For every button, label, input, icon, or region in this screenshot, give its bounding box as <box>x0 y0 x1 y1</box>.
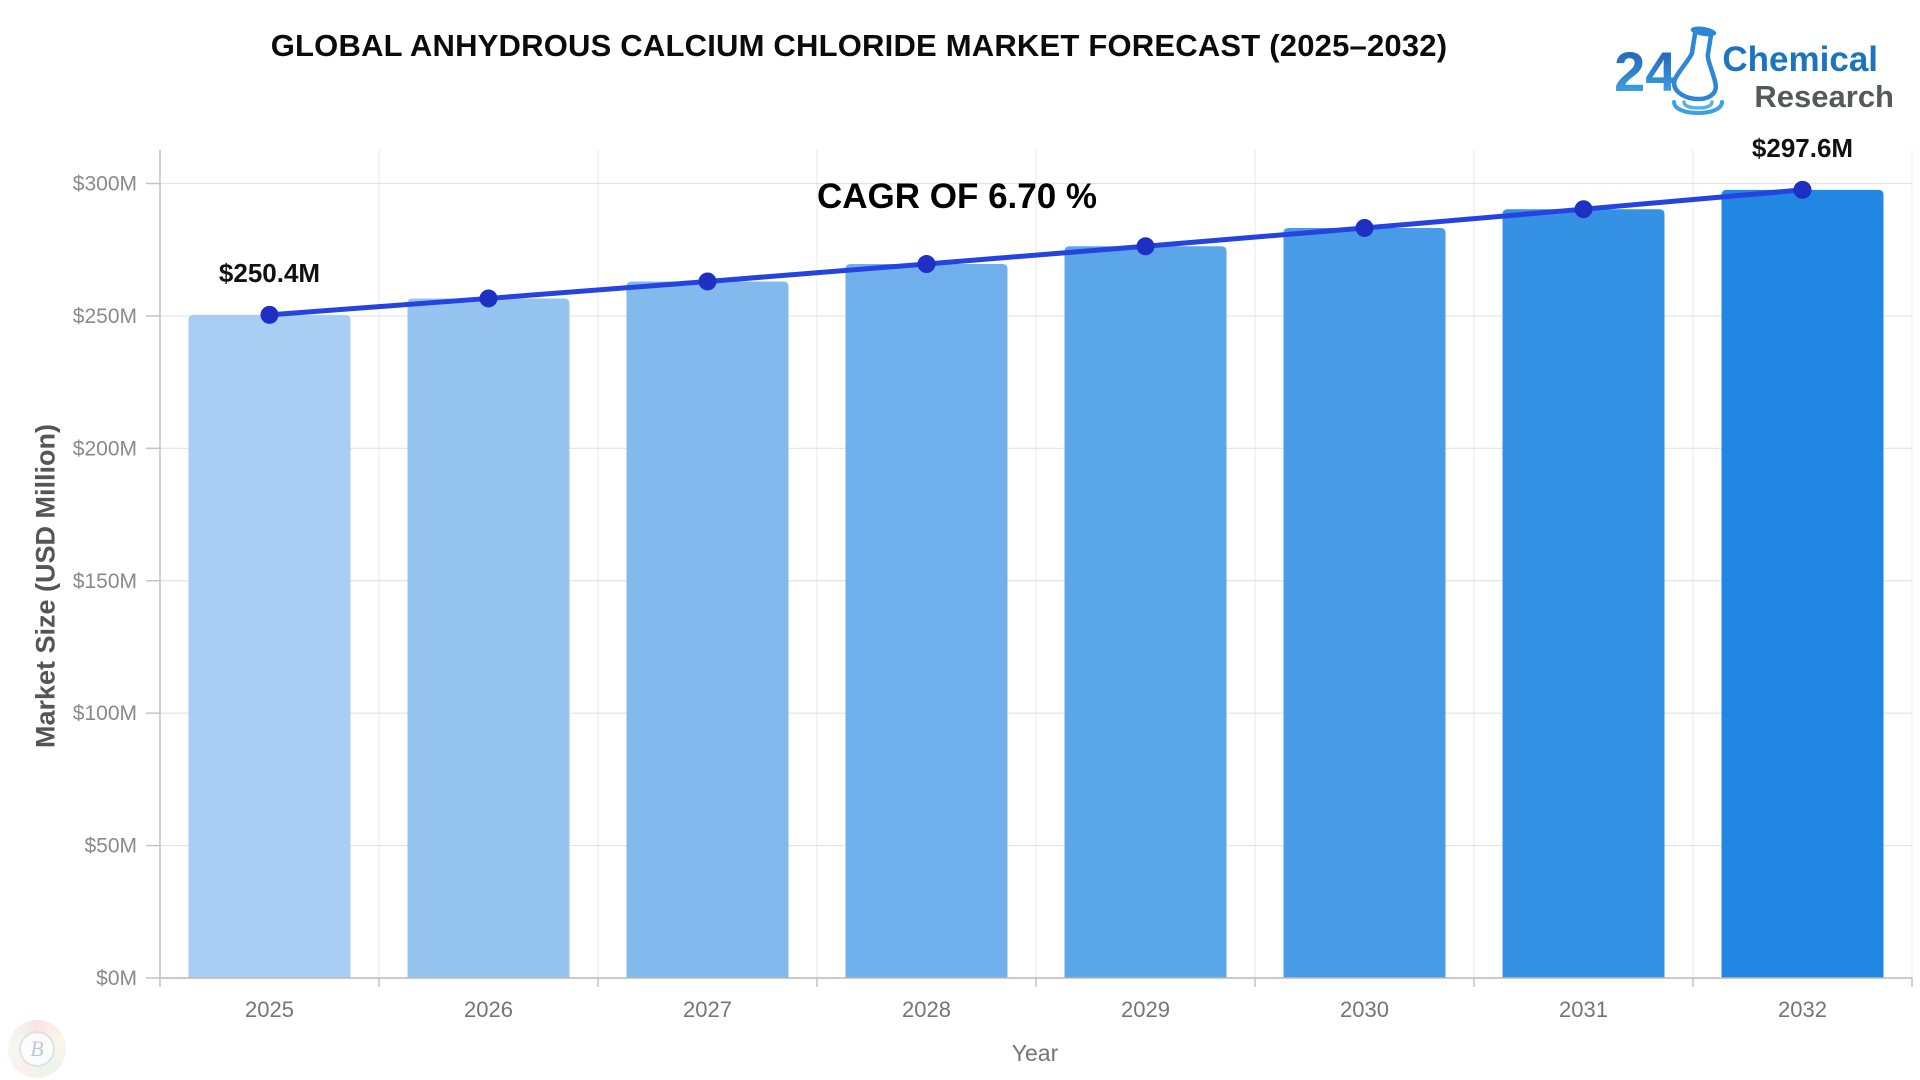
bar-2025 <box>188 314 351 979</box>
bar-2030 <box>1283 227 1446 978</box>
bar-2031 <box>1502 209 1665 978</box>
x-tick-label: 2027 <box>683 997 732 1022</box>
page-title: GLOBAL ANHYDROUS CALCIUM CHLORIDE MARKET… <box>270 28 1448 63</box>
data-point-marker <box>260 305 279 324</box>
logo-research-text: Research <box>1754 79 1894 114</box>
trend-line <box>267 187 1805 318</box>
logo-text-block: Chemical Research <box>1722 42 1894 112</box>
y-tick-label: $300M <box>73 173 137 196</box>
bar-2027 <box>626 281 789 978</box>
data-label-last: $297.6M <box>1751 132 1854 163</box>
x-tick-label: 2025 <box>245 997 294 1022</box>
brand-logo: 24 Chemical Research <box>1614 16 1894 118</box>
y-tick-label: $200M <box>73 437 137 460</box>
data-point-marker <box>1574 200 1593 219</box>
data-point-marker <box>479 289 498 308</box>
data-point-marker <box>698 272 717 291</box>
x-tick-label: 2028 <box>902 997 951 1022</box>
bar-2029 <box>1064 246 1227 978</box>
y-axis-title: Market Size (USD Million) <box>30 423 61 749</box>
watermark-letter: B <box>19 1031 55 1067</box>
y-tick-label: $250M <box>73 305 137 328</box>
data-point-marker <box>1355 218 1374 237</box>
x-axis-title: Year <box>1011 1040 1059 1066</box>
logo-chemical-text: Chemical <box>1722 40 1879 79</box>
watermark-badge: B <box>8 1020 66 1078</box>
logo-24-text: 24 <box>1614 40 1677 103</box>
x-tick-label: 2026 <box>464 997 513 1022</box>
bar-2026 <box>407 298 570 979</box>
data-point-marker <box>917 255 936 274</box>
y-tick-label: $100M <box>73 702 137 725</box>
x-tick-label: 2031 <box>1559 997 1608 1022</box>
x-tick-label: 2029 <box>1121 997 1170 1022</box>
x-tick-label: 2030 <box>1340 997 1389 1022</box>
y-tick-label: $0M <box>96 967 137 990</box>
bar-2028 <box>845 264 1008 978</box>
data-point-marker <box>1136 237 1155 256</box>
bar-2032 <box>1721 189 1884 978</box>
data-point-marker <box>1793 180 1812 199</box>
y-tick-label: $50M <box>84 835 137 858</box>
x-tick-label: 2032 <box>1778 997 1827 1022</box>
flask-icon <box>1672 26 1725 116</box>
cagr-annotation: CAGR OF 6.70 % <box>816 177 1098 216</box>
data-label-first: $250.4M <box>218 257 321 288</box>
y-tick-label: $150M <box>73 570 137 593</box>
